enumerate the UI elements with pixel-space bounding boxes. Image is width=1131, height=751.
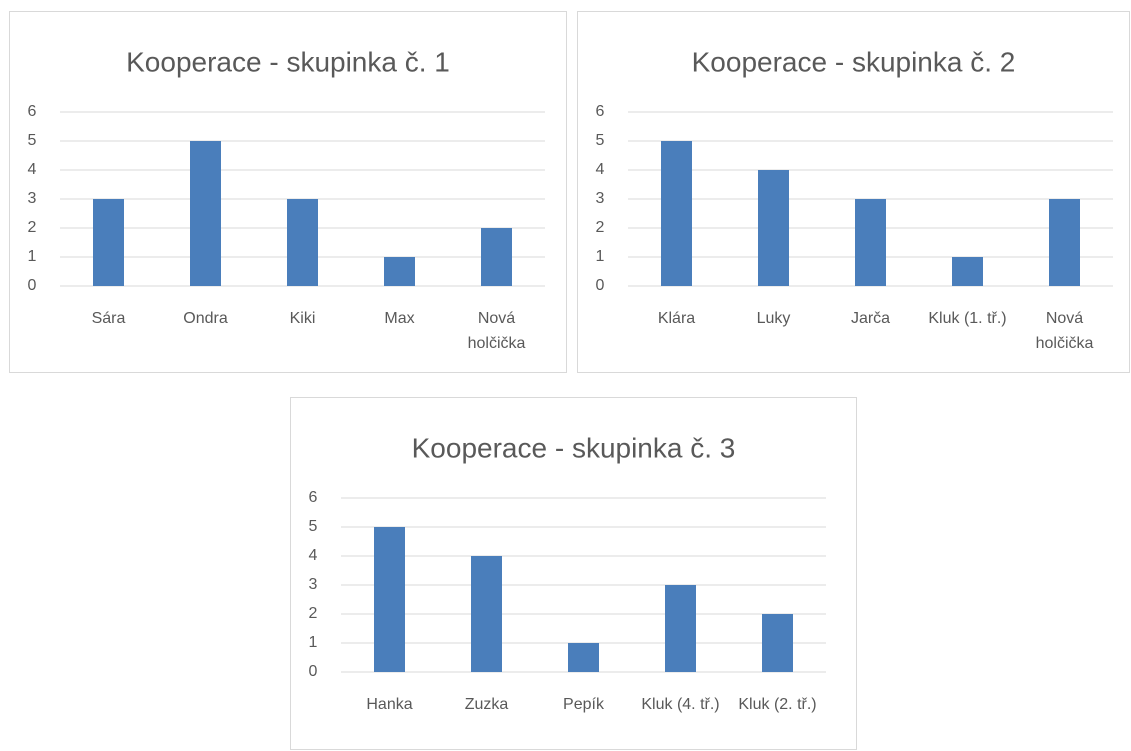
x-tick-label: Kluk (2. tř.) [738,696,817,713]
chart-title: Kooperace - skupinka č. 2 [692,46,1016,77]
bar [665,585,696,672]
y-tick-label: 0 [309,663,318,680]
x-tick-label: Ondra [183,310,228,327]
y-tick-label: 1 [596,248,605,265]
bar [93,199,124,286]
bar [287,199,318,286]
bar [952,257,983,286]
y-tick-label: 1 [309,634,318,651]
bar [568,643,599,672]
chart-title: Kooperace - skupinka č. 3 [412,432,736,463]
y-tick-label: 3 [596,190,605,207]
x-tick-label: Kiki [289,310,316,327]
y-tick-label: 4 [309,547,318,564]
y-tick-label: 3 [309,576,318,593]
x-tick-label: Sára [91,310,126,327]
y-tick-label: 3 [28,190,37,207]
x-tick-label: Hanka [366,696,413,713]
x-tick-label: Nová holčička [1035,310,1094,352]
x-tick-label: Zuzka [464,696,509,713]
y-tick-label: 5 [309,518,318,535]
bar [481,228,512,286]
y-tick-label: 2 [309,605,318,622]
y-tick-label: 5 [596,132,605,149]
bar [374,527,405,672]
y-tick-label: 2 [596,219,605,236]
chart-frame [9,11,567,373]
y-tick-label: 1 [28,248,37,265]
x-tick-label: Jarča [850,310,891,327]
y-tick-label: 0 [596,277,605,294]
bar [758,170,789,286]
x-tick-label: Kluk (4. tř.) [641,696,720,713]
bar [762,614,793,672]
x-tick-label: Luky [756,310,791,327]
bar [1049,199,1080,286]
y-tick-label: 6 [309,489,318,506]
x-tick-label: Nová holčička [467,310,526,352]
y-tick-label: 2 [28,219,37,236]
x-tick-label: Klára [657,310,696,327]
chart-title: Kooperace - skupinka č. 1 [126,46,450,77]
x-tick-label: Pepík [563,696,604,713]
chart-frame [290,397,857,750]
x-tick-label: Max [384,310,415,327]
bar [855,199,886,286]
bar [384,257,415,286]
y-tick-label: 5 [28,132,37,149]
y-tick-label: 4 [28,161,37,178]
bar [190,141,221,286]
x-tick-label: Kluk (1. tř.) [928,310,1007,327]
y-tick-label: 0 [28,277,37,294]
y-tick-label: 6 [28,103,37,120]
y-tick-label: 4 [596,161,605,178]
bar [661,141,692,286]
chart-frame [577,11,1130,373]
bar [471,556,502,672]
y-tick-label: 6 [596,103,605,120]
